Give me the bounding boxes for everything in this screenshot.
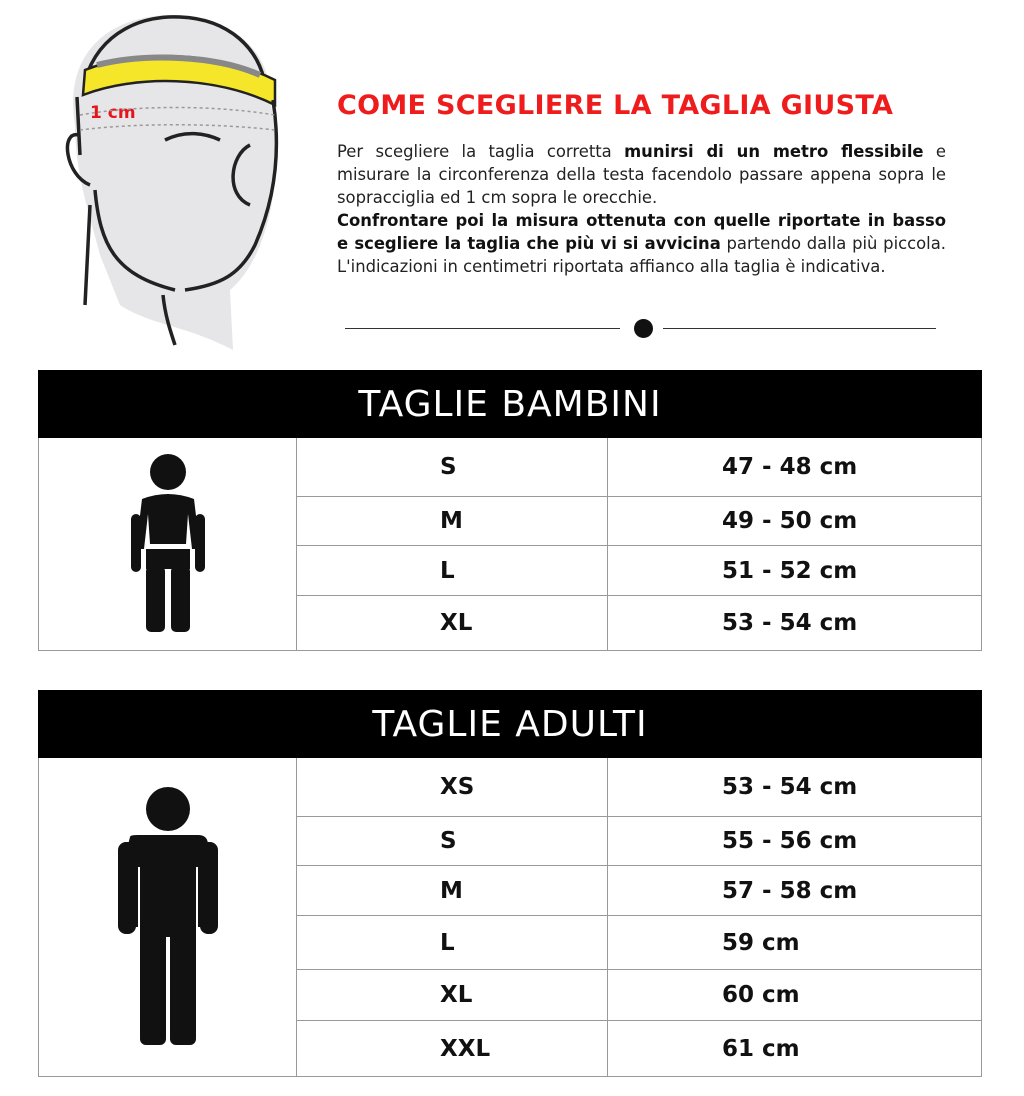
instructions-part: partendo dalla più piccola. L'indicazion… bbox=[337, 234, 946, 276]
instructions-part: Per scegliere la taglia corretta bbox=[337, 142, 625, 161]
table-row: M 49 - 50 cm bbox=[297, 497, 981, 546]
table-row: XL 60 cm bbox=[297, 970, 981, 1021]
table-row: XXL 61 cm bbox=[297, 1021, 981, 1076]
range-cell: 49 - 50 cm bbox=[722, 508, 858, 534]
kids-size-table: TAGLIE BAMBINI S 47 - 48 cm M 49 - 50 cm L… bbox=[38, 370, 982, 651]
range-cell: 47 - 48 cm bbox=[722, 454, 858, 480]
size-cell: XL bbox=[297, 970, 608, 1020]
instructions-part: e misurare la circonferenza della testa … bbox=[337, 142, 947, 207]
range-cell: 55 - 56 cm bbox=[722, 828, 858, 854]
size-cell: M bbox=[297, 497, 608, 545]
size-cell: S bbox=[297, 438, 608, 496]
table-row: M 57 - 58 cm bbox=[297, 866, 981, 916]
range-cell: 60 cm bbox=[722, 982, 800, 1008]
table-row: S 55 - 56 cm bbox=[297, 817, 981, 866]
adult-figure-icon bbox=[117, 787, 218, 1045]
instructions-text: Per scegliere la taglia corretta munirsi… bbox=[337, 140, 946, 278]
size-cell: XXL bbox=[297, 1021, 608, 1076]
size-cell: XS bbox=[297, 758, 608, 816]
size-cell: L bbox=[297, 546, 608, 595]
instructions-bold: Confrontare poi la misura ottenuta con q… bbox=[337, 211, 946, 253]
page-title: COME SCEGLIERE LA TAGLIA GIUSTA bbox=[337, 90, 894, 121]
table-row: L 59 cm bbox=[297, 916, 981, 970]
table-title: TAGLIE ADULTI bbox=[38, 690, 982, 758]
size-cell: M bbox=[297, 866, 608, 915]
table-title: TAGLIE BAMBINI bbox=[38, 370, 982, 438]
range-cell: 51 - 52 cm bbox=[722, 557, 858, 584]
adults-size-table: TAGLIE ADULTI XS 53 - 54 cm S 55 - 56 cm M… bbox=[38, 690, 982, 1077]
head-measuring-illustration: 1 cm bbox=[65, 14, 279, 350]
table-row: S 47 - 48 cm bbox=[297, 438, 981, 497]
instructions-bold: munirsi di un metro flessibile bbox=[624, 142, 924, 161]
table-row: L 51 - 52 cm bbox=[297, 546, 981, 596]
range-cell: 61 cm bbox=[722, 1035, 800, 1062]
one-cm-label: 1 cm bbox=[90, 103, 136, 123]
range-cell: 57 - 58 cm bbox=[722, 877, 858, 904]
range-cell: 53 - 54 cm bbox=[722, 610, 858, 636]
table-row: XS 53 - 54 cm bbox=[297, 758, 981, 817]
divider-left bbox=[345, 328, 620, 329]
size-cell: L bbox=[297, 916, 608, 969]
range-cell: 53 - 54 cm bbox=[722, 774, 858, 800]
divider-right bbox=[663, 328, 936, 329]
table-row: XL 53 - 54 cm bbox=[297, 596, 981, 650]
child-figure-icon bbox=[130, 454, 205, 632]
divider-dot bbox=[634, 319, 653, 338]
range-cell: 59 cm bbox=[722, 929, 800, 956]
size-cell: XL bbox=[297, 596, 608, 650]
size-cell: S bbox=[297, 817, 608, 865]
